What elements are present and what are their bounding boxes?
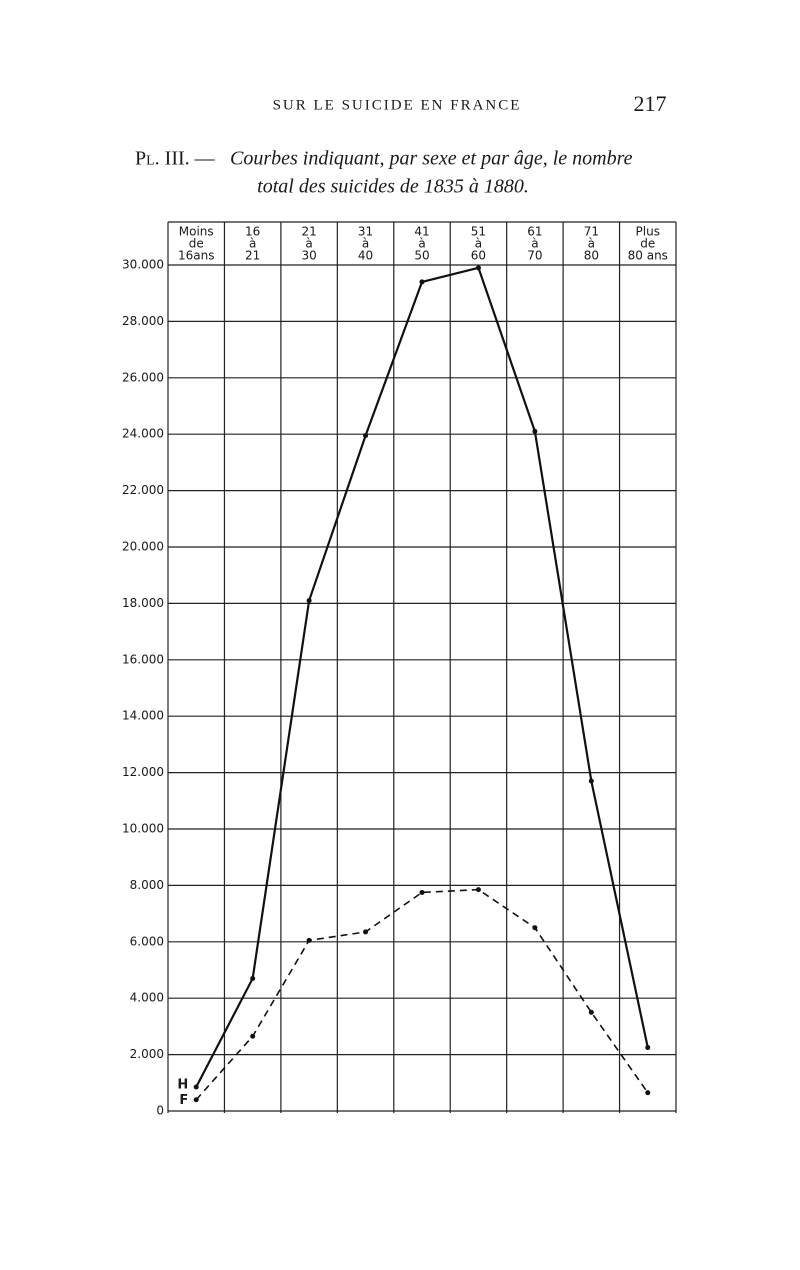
x-tick-label: 51 xyxy=(471,225,486,239)
point xyxy=(475,265,481,271)
x-tick-label: à xyxy=(588,237,595,251)
page-number: 217 xyxy=(634,91,667,116)
point xyxy=(588,778,594,784)
x-tick-label: 41 xyxy=(414,225,429,239)
y-tick-label: 20.000 xyxy=(122,540,164,554)
x-tick-label: 80 ans xyxy=(628,249,668,263)
y-tick-label: 30.000 xyxy=(122,258,164,272)
point xyxy=(419,279,425,285)
x-tick-label: 40 xyxy=(358,249,373,263)
series-label: H xyxy=(177,1078,188,1093)
x-tick-label: à xyxy=(362,237,369,251)
point xyxy=(475,887,481,893)
x-tick-label: à xyxy=(418,237,425,251)
x-tick-label: 60 xyxy=(471,249,486,263)
x-tick-label: 21 xyxy=(301,225,316,239)
x-tick-label: de xyxy=(189,237,204,251)
x-tick-label: à xyxy=(305,237,312,251)
y-tick-label: 22.000 xyxy=(122,483,164,497)
plate-label: Pl. III. — xyxy=(135,148,216,170)
point xyxy=(588,1009,594,1015)
x-tick-label: 31 xyxy=(358,225,373,239)
y-tick-label: 18.000 xyxy=(122,596,164,610)
point xyxy=(645,1090,651,1096)
point xyxy=(532,925,538,931)
x-tick-label: de xyxy=(640,237,655,251)
point xyxy=(363,929,369,935)
x-tick-label: 70 xyxy=(527,249,542,263)
point xyxy=(250,1033,256,1039)
y-tick-label: 6.000 xyxy=(130,934,164,948)
x-tick-label: 61 xyxy=(527,225,542,239)
chart-title: total des suicides de 1835 à 1880. xyxy=(257,176,529,198)
point xyxy=(306,937,312,943)
y-tick-label: 16.000 xyxy=(122,652,164,666)
y-tick-label: 10.000 xyxy=(122,822,164,836)
x-tick-label: 50 xyxy=(414,249,429,263)
point xyxy=(193,1097,199,1103)
series-line xyxy=(195,888,649,1101)
y-tick-label: 0 xyxy=(156,1104,164,1118)
x-tick-label: 71 xyxy=(584,225,599,239)
x-tick-label: Plus xyxy=(636,225,660,239)
point xyxy=(250,975,256,981)
x-tick-label: 80 xyxy=(584,249,599,263)
y-tick-label: 24.000 xyxy=(122,427,164,441)
y-tick-label: 8.000 xyxy=(130,878,164,892)
y-tick-label: 2.000 xyxy=(130,1047,164,1061)
x-tick-label: à xyxy=(249,237,256,251)
x-tick-label: 30 xyxy=(301,249,316,263)
y-tick-label: 12.000 xyxy=(122,765,164,779)
x-tick-label: Moins xyxy=(179,225,214,239)
x-tick-label: à xyxy=(531,237,538,251)
series-line xyxy=(195,266,649,1088)
y-tick-label: 28.000 xyxy=(122,314,164,328)
point xyxy=(419,889,425,895)
x-tick-label: 16ans xyxy=(178,249,214,263)
point xyxy=(532,428,538,434)
chart-title: Courbes indiquant, par sexe et par âge, … xyxy=(230,148,633,170)
y-tick-label: 4.000 xyxy=(130,991,164,1005)
point xyxy=(193,1084,199,1090)
series-label: F xyxy=(179,1093,188,1108)
x-tick-label: 21 xyxy=(245,249,260,263)
y-tick-label: 14.000 xyxy=(122,709,164,723)
point xyxy=(363,433,369,439)
x-tick-label: 16 xyxy=(245,225,260,239)
running-header: SUR LE SUICIDE EN FRANCE xyxy=(273,97,522,113)
y-tick-label: 26.000 xyxy=(122,370,164,384)
point xyxy=(645,1045,651,1051)
x-tick-label: à xyxy=(475,237,482,251)
point xyxy=(306,598,312,604)
